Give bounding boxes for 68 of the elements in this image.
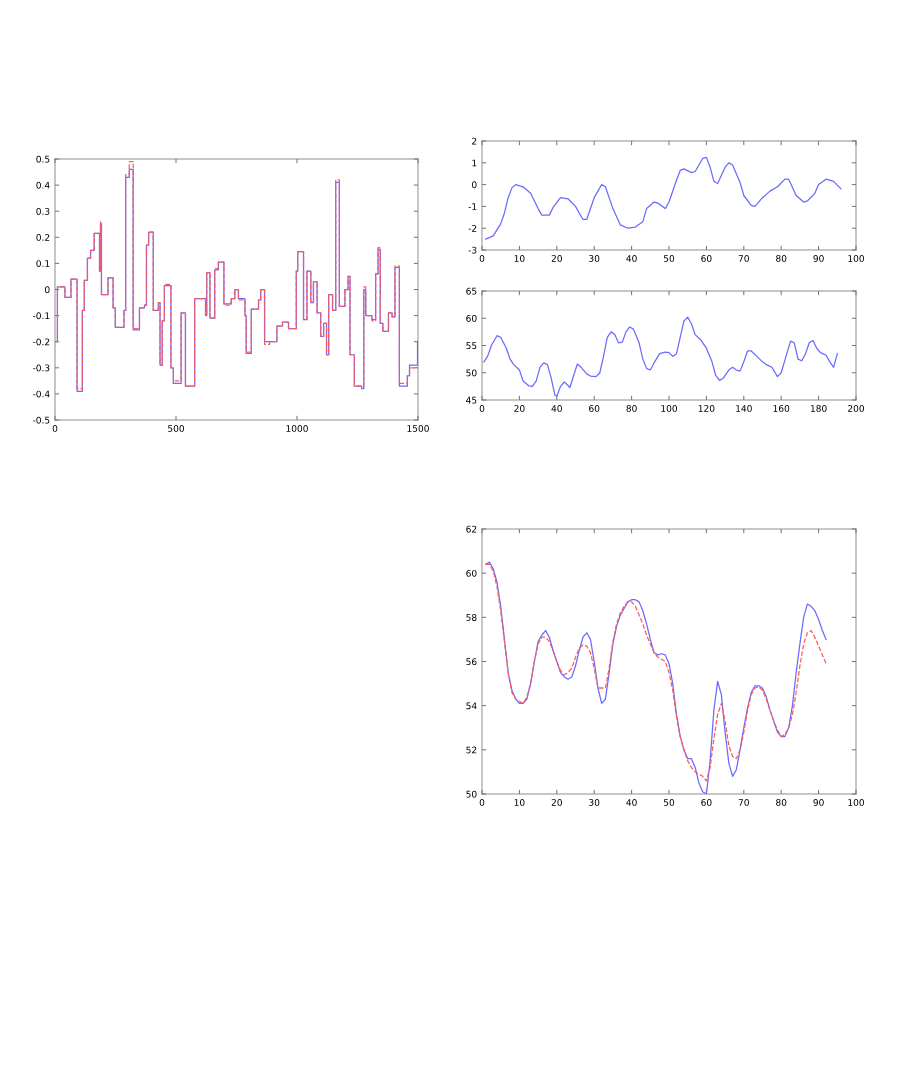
x-tick-label: 60: [701, 255, 712, 262]
y-tick-label: 55: [466, 342, 477, 350]
y-tick-label: 0: [44, 286, 50, 294]
x-tick-label: 100: [848, 799, 865, 806]
y-tick-label: -0.1: [32, 312, 50, 320]
y-tick-label: -0.4: [32, 390, 50, 398]
x-tick-label: 30: [589, 255, 600, 262]
x-tick-label: 50: [663, 255, 675, 262]
y-tick-label: 0.3: [36, 207, 50, 215]
y-tick-label: 45: [466, 396, 477, 404]
y-tick-label: 52: [466, 746, 477, 754]
y-tick-label: 65: [466, 287, 477, 295]
line-series: [485, 156, 842, 240]
x-tick-label: 40: [626, 799, 637, 806]
x-tick-label: 80: [626, 405, 637, 412]
y-tick-label: 60: [466, 314, 477, 322]
x-tick-label: 100: [848, 255, 865, 262]
x-tick-label: 0: [479, 799, 485, 806]
x-tick-label: 180: [810, 405, 827, 412]
y-tick-label: 60: [466, 569, 477, 577]
x-tick-label: 200: [848, 405, 865, 412]
x-tick-label: 20: [551, 799, 562, 806]
line-series: [483, 316, 838, 397]
x-tick-label: 60: [589, 405, 600, 412]
y-tick-label: -0.2: [32, 338, 50, 346]
x-tick-label: 80: [776, 255, 787, 262]
x-tick-label: 0: [479, 405, 485, 412]
y-tick-label: 58: [466, 614, 477, 621]
y-tick-label: -3: [468, 246, 477, 254]
x-tick-label: 30: [589, 799, 600, 806]
x-tick-label: 120: [698, 405, 715, 412]
y-tick-label: -1: [468, 203, 477, 210]
x-tick-label: 100: [661, 405, 678, 412]
y-tick-label: 0: [471, 181, 477, 189]
x-tick-label: 70: [738, 799, 749, 806]
x-tick-label: 40: [626, 255, 637, 262]
x-tick-label: 60: [701, 799, 712, 806]
x-tick-label: 10: [514, 255, 525, 262]
y-tick-label: 0.1: [36, 260, 50, 267]
x-tick-label: 90: [813, 799, 824, 806]
x-tick-label: 1000: [286, 425, 308, 432]
x-tick-label: 0: [52, 425, 58, 432]
y-tick-label: 56: [466, 658, 477, 666]
x-tick-label: 90: [813, 255, 824, 262]
y-tick-label: 2: [472, 137, 477, 145]
y-tick-label: 0.2: [36, 234, 50, 241]
y-tick-label: -2: [468, 224, 477, 232]
x-tick-label: 20: [514, 405, 525, 412]
x-tick-label: 80: [776, 799, 787, 806]
x-tick-label: 10: [514, 799, 525, 806]
y-tick-label: 1: [472, 159, 477, 167]
y-tick-label: 0.5: [36, 155, 50, 163]
x-tick-label: 160: [773, 405, 790, 412]
y-tick-label: -0.5: [32, 416, 50, 424]
y-tick-label: 50: [466, 790, 477, 798]
y-tick-label: 62: [466, 525, 477, 533]
x-tick-label: 0: [479, 255, 485, 262]
x-tick-label: 500: [168, 425, 185, 432]
x-tick-label: 140: [736, 405, 752, 412]
y-tick-label: -0.3: [32, 364, 50, 372]
x-tick-label: 40: [551, 405, 562, 412]
x-tick-label: 1500: [407, 425, 429, 432]
y-tick-label: 50: [466, 369, 477, 377]
y-tick-label: 0.4: [36, 181, 50, 189]
x-tick-label: 20: [551, 255, 562, 262]
x-tick-label: 70: [738, 255, 749, 262]
x-tick-label: 50: [663, 799, 675, 806]
y-tick-label: 54: [466, 702, 477, 710]
